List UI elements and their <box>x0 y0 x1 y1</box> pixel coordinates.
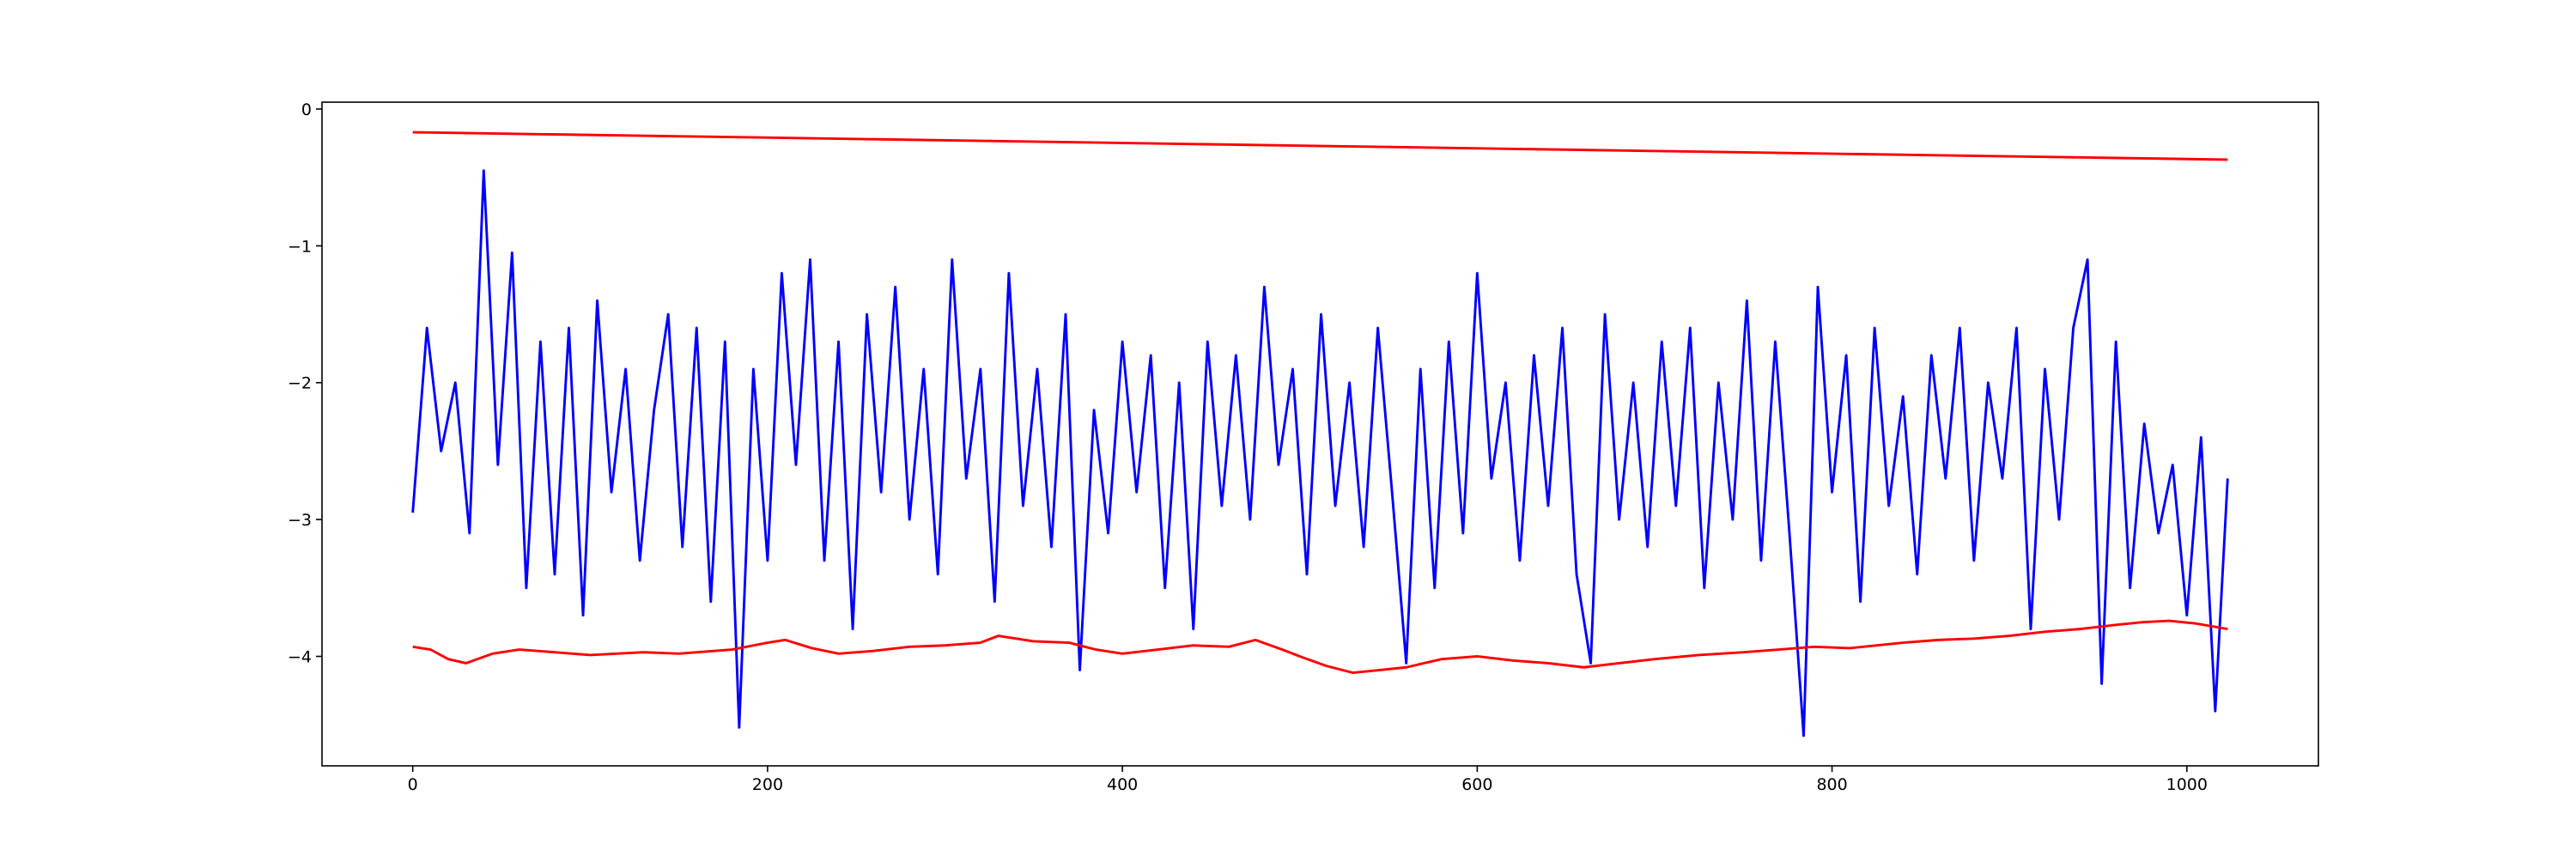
x-tick-label: 600 <box>1461 775 1492 794</box>
x-tick-label: 800 <box>1816 775 1847 794</box>
line-series <box>411 169 2229 738</box>
line-series <box>412 619 2228 675</box>
x-tick-label: 0 <box>408 775 418 794</box>
y-tick-label: −2 <box>288 374 312 393</box>
axes-frame <box>321 101 2319 767</box>
x-tick-label: 200 <box>752 775 783 794</box>
y-tick-label: 0 <box>301 100 312 119</box>
x-tick-label: 1000 <box>2166 775 2208 794</box>
y-tick-label: −3 <box>288 511 312 530</box>
line-series <box>412 131 2228 161</box>
y-tick-label: −4 <box>288 647 312 666</box>
y-tick-label: −1 <box>288 237 312 256</box>
x-tick-label: 400 <box>1107 775 1138 794</box>
